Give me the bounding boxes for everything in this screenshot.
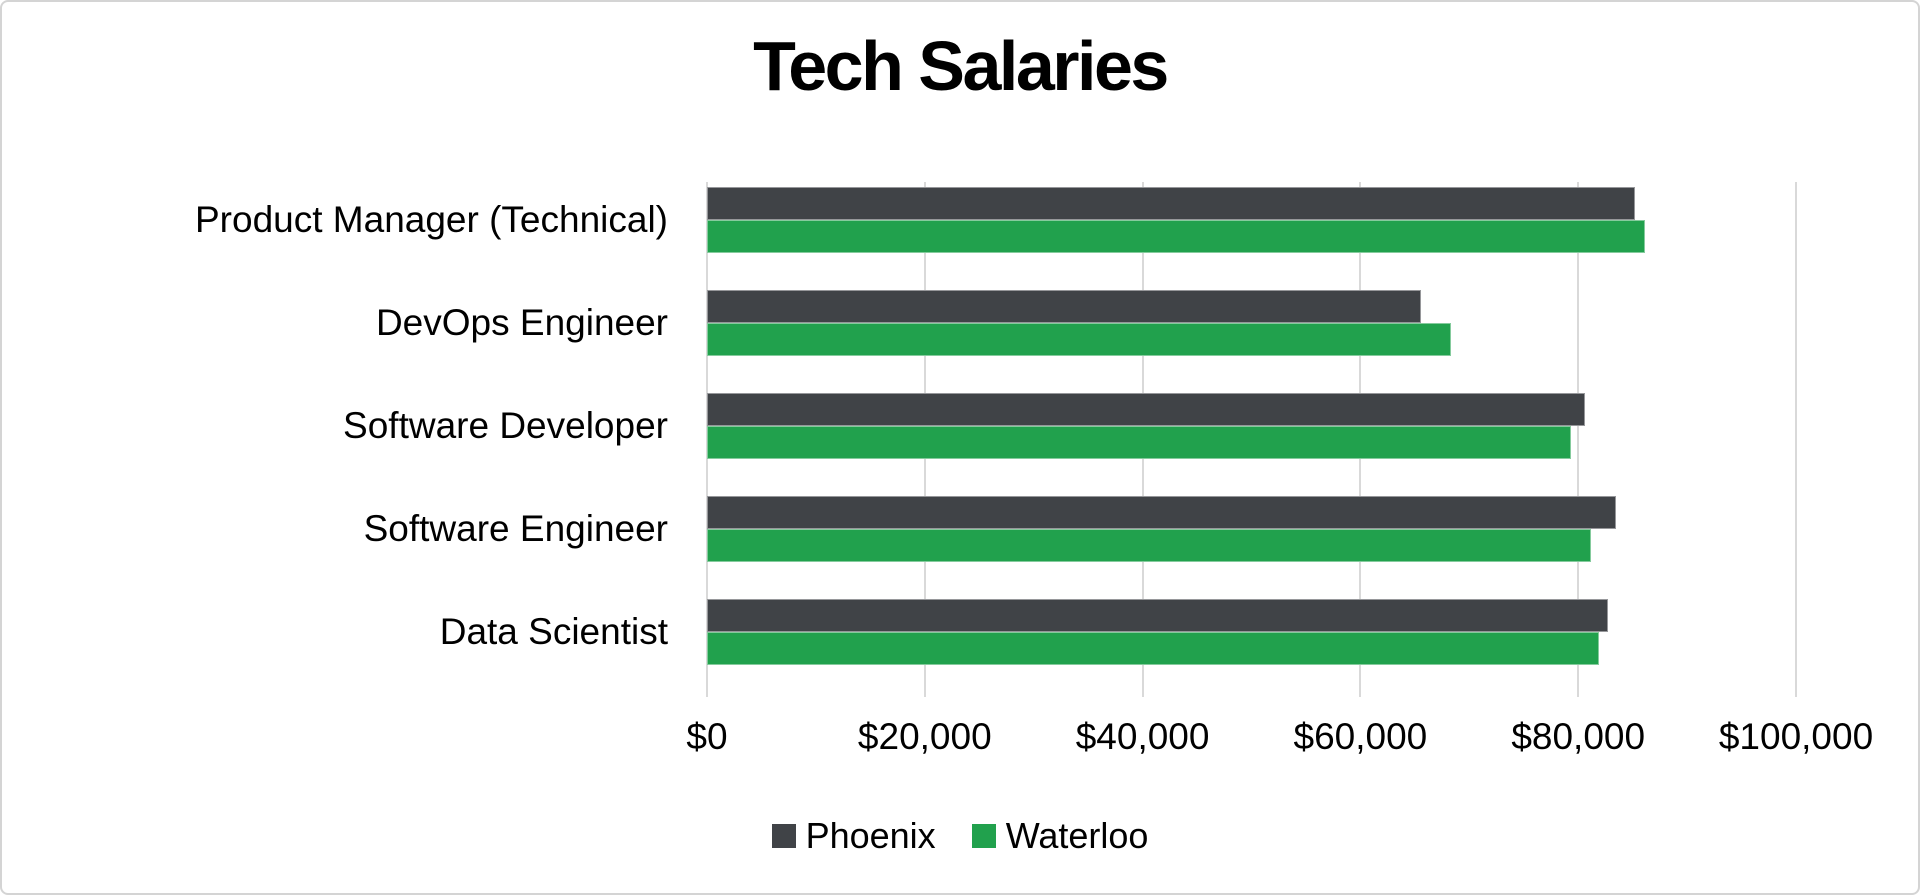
gridline-80-000: [1577, 182, 1580, 697]
category-label-software-developer: Software Developer: [343, 405, 668, 446]
bar-phoenix-software-engineer: [707, 496, 1616, 529]
x-tick-label-0: $0: [686, 716, 728, 757]
x-tick-label-40-000: $40,000: [1075, 716, 1210, 757]
category-label-devops-engineer: DevOps Engineer: [375, 302, 668, 343]
category-label-data-scientist: Data Scientist: [439, 611, 668, 652]
category-label-software-engineer: Software Engineer: [363, 508, 668, 549]
x-tick-label-80-000: $80,000: [1511, 716, 1646, 757]
legend-item-waterloo: Waterloo: [971, 815, 1149, 857]
legend: Phoenix Waterloo: [2, 812, 1918, 860]
bar-phoenix-product-manager-technical: [707, 187, 1635, 220]
legend-item-phoenix: Phoenix: [771, 815, 936, 857]
bar-phoenix-devops-engineer: [707, 290, 1421, 323]
legend-swatch-phoenix: [771, 824, 796, 848]
x-tick-label-60-000: $60,000: [1293, 716, 1428, 757]
bar-waterloo-software-engineer: [707, 529, 1591, 562]
bar-phoenix-software-developer: [707, 393, 1585, 426]
x-tick-label-100-000: $100,000: [1718, 716, 1874, 757]
plot-area: [706, 182, 1797, 697]
bar-waterloo-data-scientist: [707, 632, 1599, 665]
legend-swatch-waterloo: [971, 824, 996, 848]
legend-label-phoenix: Phoenix: [805, 815, 936, 856]
category-labels: Product Manager (Technical) DevOps Engine…: [2, 182, 668, 697]
gridline-100-000: [1795, 182, 1797, 697]
bar-phoenix-data-scientist: [707, 599, 1608, 632]
category-label-product-manager-technical: Product Manager (Technical): [195, 199, 668, 240]
bar-waterloo-software-developer: [707, 426, 1571, 459]
bar-waterloo-product-manager-technical: [707, 220, 1645, 253]
legend-label-waterloo: Waterloo: [1005, 815, 1149, 856]
chart-title: Tech Salaries: [753, 27, 1169, 105]
x-tick-label-20-000: $20,000: [857, 716, 992, 757]
bar-waterloo-devops-engineer: [707, 323, 1451, 356]
x-axis: $0 $20,000 $40,000 $60,000 $80,000 $100,000: [686, 714, 1873, 760]
